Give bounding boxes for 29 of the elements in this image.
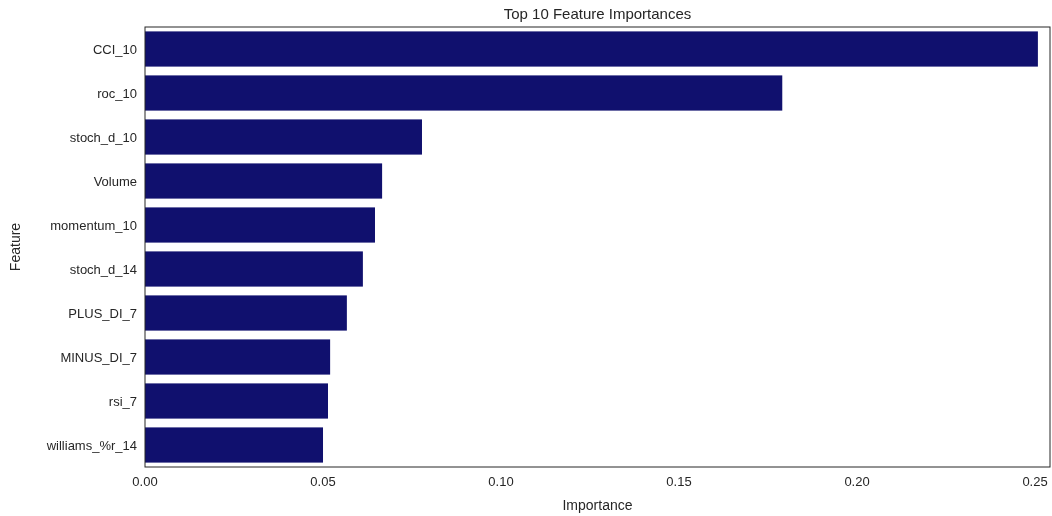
y-tick-label: stoch_d_14	[69, 261, 137, 277]
bar	[145, 251, 363, 287]
y-tick-label: stoch_d_10	[69, 129, 137, 145]
x-tick-label: 0.00	[132, 474, 158, 489]
x-tick-label: 0.15	[666, 474, 692, 489]
y-tick-label: PLUS_DI_7	[68, 305, 137, 321]
bar	[145, 163, 383, 199]
x-tick-label: 0.20	[844, 474, 870, 489]
y-tick-label: momentum_10	[50, 217, 137, 233]
chart-title: Top 10 Feature Importances	[503, 5, 692, 22]
x-tick-label: 0.10	[488, 474, 514, 489]
bar	[145, 75, 783, 111]
bar	[145, 207, 375, 243]
y-axis-title: Feature	[7, 222, 23, 272]
x-axis-title: Importance	[562, 497, 633, 513]
y-tick-label: roc_10	[97, 85, 137, 101]
bar	[145, 339, 331, 375]
x-tick-label: 0.05	[310, 474, 336, 489]
bar	[145, 427, 324, 463]
bar	[145, 383, 328, 419]
y-tick-label: williams_%r_14	[45, 437, 137, 453]
y-tick-label: MINUS_DI_7	[60, 349, 137, 365]
bar	[145, 119, 422, 155]
x-tick-label: 0.25	[1022, 474, 1048, 489]
bar	[145, 31, 1038, 67]
y-tick-label: CCI_10	[92, 41, 137, 57]
y-tick-label: Volume	[93, 173, 137, 189]
y-tick-label: rsi_7	[108, 393, 137, 409]
bar	[145, 295, 347, 331]
